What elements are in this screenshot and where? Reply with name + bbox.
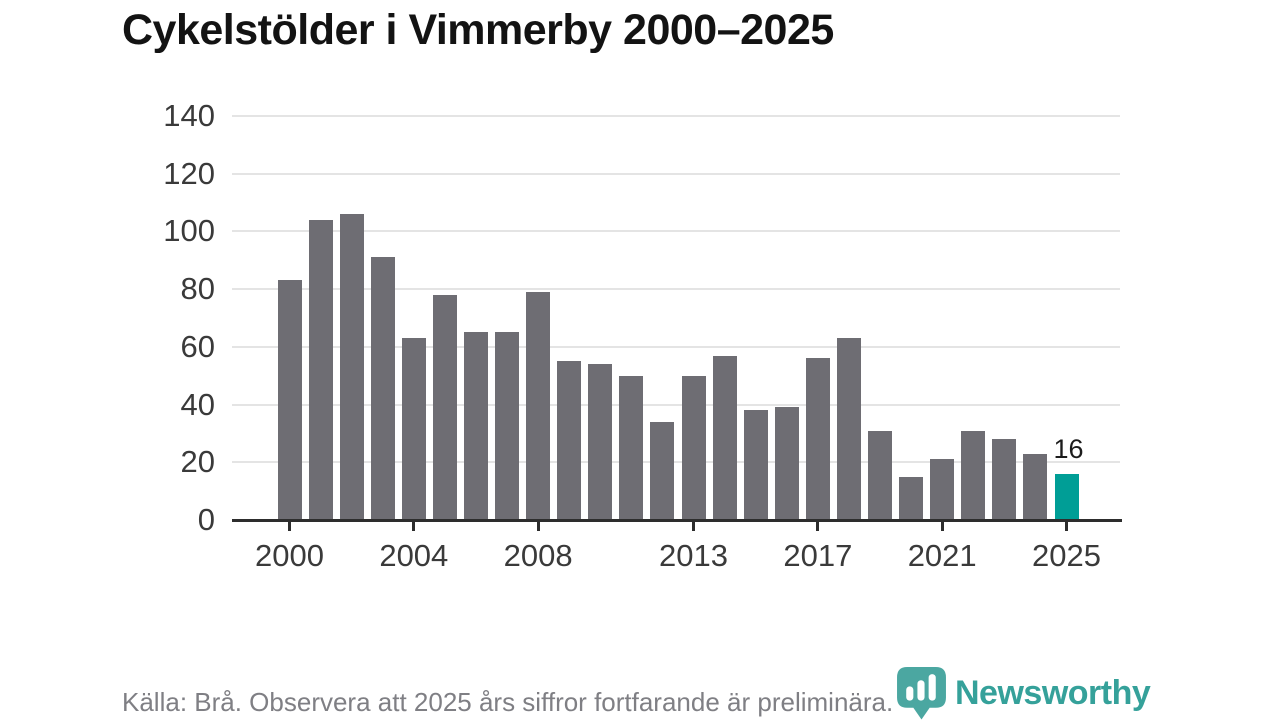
bar-2017 [805, 358, 830, 520]
y-axis-label-100: 100 [163, 213, 215, 249]
x-axis-label-2004: 2004 [379, 538, 449, 573]
gridline-20 [232, 461, 1120, 464]
bar-2003 [370, 257, 395, 520]
x-axis-line [232, 519, 1122, 522]
bar-2022 [961, 430, 986, 520]
x-axis-label-2025: 2025 [1032, 538, 1101, 573]
bar-2025 [1054, 473, 1079, 520]
bar-2020 [899, 476, 924, 520]
bar-2023 [992, 439, 1017, 520]
bar-2007 [495, 332, 520, 520]
bar-2018 [836, 338, 861, 520]
bar-2015 [743, 410, 768, 520]
bar-2002 [339, 214, 364, 520]
gridline-100 [232, 230, 1120, 233]
gridline-60 [232, 345, 1120, 348]
gridline-40 [232, 403, 1120, 406]
gridline-140 [232, 115, 1120, 117]
bar-2008 [526, 292, 551, 520]
y-axis-label-40: 40 [180, 386, 215, 422]
newsworthy-logo-text: Newsworthy [955, 674, 1151, 712]
x-axis-tick-2008 [536, 522, 540, 531]
x-axis-label-2017: 2017 [783, 538, 853, 573]
bar-2010 [588, 364, 613, 520]
x-axis-label-2000: 2000 [255, 538, 324, 573]
bar-2013 [681, 375, 706, 520]
bar-2004 [401, 338, 426, 520]
y-axis-label-140: 140 [163, 98, 215, 133]
newsworthy-logo: Newsworthy [897, 667, 1151, 720]
x-axis-label-2021: 2021 [907, 538, 977, 573]
bar-2021 [930, 459, 955, 520]
y-axis-label-0: 0 [197, 502, 215, 537]
x-axis-tick-2004 [412, 522, 416, 531]
y-axis-label-60: 60 [180, 328, 215, 364]
x-axis-tick-2000 [288, 522, 291, 531]
x-axis-label-2008: 2008 [503, 538, 573, 573]
y-axis-label-80: 80 [180, 271, 215, 307]
source-note: Källa: Brå. Observera att 2025 års siffr… [122, 687, 894, 717]
bar-2019 [868, 430, 893, 520]
bar-2024 [1023, 453, 1048, 520]
x-axis-label-2013: 2013 [659, 538, 729, 573]
bar-2011 [619, 375, 644, 520]
chart-title: Cykelstölder i Vimmerby 2000–2025 [122, 6, 834, 54]
y-axis-label-120: 120 [163, 155, 215, 191]
bar-2000 [277, 280, 302, 520]
bar-value-label: 16 [1053, 433, 1084, 464]
x-axis-tick-2017 [816, 522, 820, 531]
gridline-120 [232, 172, 1120, 175]
bar-2012 [650, 421, 675, 520]
bar-2005 [432, 294, 457, 520]
y-axis-label-20: 20 [180, 444, 215, 480]
bar-2006 [463, 332, 488, 520]
bar-2001 [308, 219, 333, 520]
x-axis-tick-2025 [1065, 522, 1068, 531]
gridline-80 [232, 288, 1120, 291]
x-axis-tick-2013 [692, 522, 696, 531]
bar-2014 [712, 355, 737, 520]
newsworthy-badge-icon [897, 667, 946, 720]
bar-2016 [774, 407, 799, 520]
bar-2009 [557, 361, 582, 520]
x-axis-tick-2021 [940, 522, 944, 531]
